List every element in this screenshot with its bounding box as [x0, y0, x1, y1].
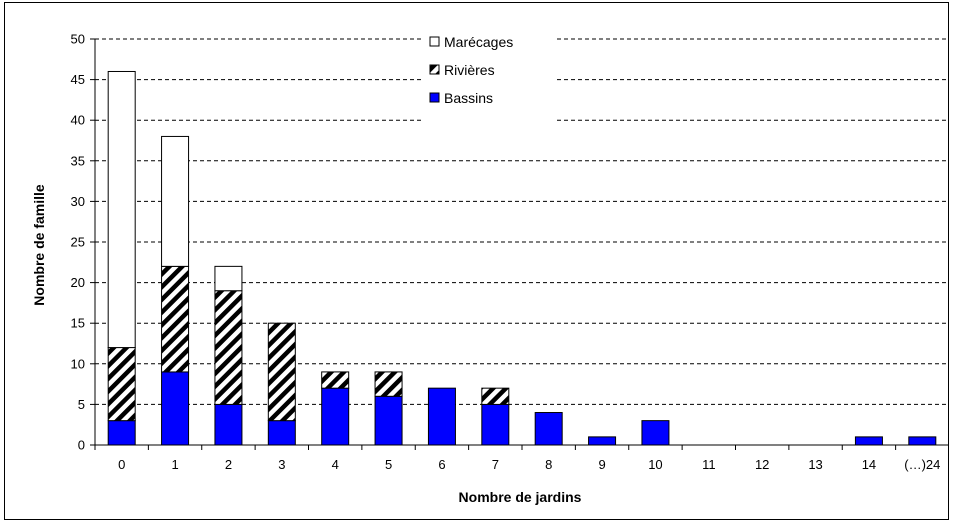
y-tick-label: 50 [71, 32, 85, 47]
bar-segment-marecages [214, 265, 243, 292]
bar-segment-bassins [908, 436, 937, 446]
y-tick-label: 5 [78, 397, 85, 412]
bar-segment-rivieres [267, 322, 296, 422]
bar-segment-bassins [214, 403, 243, 446]
y-tick-label: 10 [71, 356, 85, 371]
x-tick-label: 0 [118, 457, 125, 472]
bar-segment-bassins [107, 420, 136, 446]
x-tick-label: 6 [438, 457, 445, 472]
legend-label: Marécages [444, 34, 513, 50]
bar-segment-rivieres [161, 265, 190, 373]
bar-segment-bassins [588, 436, 617, 446]
bar-segment-bassins [427, 387, 456, 446]
bar-segment-bassins [854, 436, 883, 446]
x-axis-title: Nombre de jardins [459, 489, 582, 505]
x-tick-label: 13 [808, 457, 822, 472]
bar-segment-bassins [481, 403, 510, 446]
bar-segment-marecages [107, 70, 136, 349]
y-tick-label: 0 [78, 438, 85, 453]
y-tick-label: 40 [71, 113, 85, 128]
x-tick-label: 14 [862, 457, 876, 472]
legend-swatch [429, 36, 440, 47]
x-tick-label: 9 [598, 457, 605, 472]
x-tick-label: 8 [545, 457, 552, 472]
legend: Marécages Rivières Bassins [424, 31, 554, 121]
bar-segment-marecages [161, 135, 190, 267]
legend-label: Bassins [444, 90, 493, 106]
x-tick-label: 11 [702, 457, 716, 472]
x-tick-label: 5 [385, 457, 392, 472]
y-tick-label: 15 [71, 316, 85, 331]
bar-segment-bassins [641, 420, 670, 446]
x-tick-label: 4 [332, 457, 339, 472]
y-tick-label: 45 [71, 72, 85, 87]
bar-segment-bassins [374, 395, 403, 446]
y-tick-label: 35 [71, 153, 85, 168]
legend-label: Rivières [444, 62, 495, 78]
legend-background [424, 31, 554, 121]
x-tick-label: 7 [492, 457, 499, 472]
bar-segment-bassins [321, 387, 350, 446]
x-tick-label: 3 [278, 457, 285, 472]
axes [90, 38, 949, 450]
x-tick-label: 12 [755, 457, 769, 472]
bar-segment-rivieres [321, 371, 350, 389]
bar-segment-rivieres [481, 387, 510, 405]
y-tick-label: 25 [71, 235, 85, 250]
x-tick-label: (…)24 [904, 457, 940, 472]
y-tick-label: 30 [71, 194, 85, 209]
bar-segment-rivieres [214, 290, 243, 405]
bar-segment-rivieres [107, 347, 136, 422]
x-tick-label: 2 [225, 457, 232, 472]
bar-segment-bassins [534, 412, 563, 446]
bar-segment-bassins [267, 420, 296, 446]
y-tick-label: 20 [71, 275, 85, 290]
legend-swatch [429, 64, 440, 75]
x-tick-label: 10 [648, 457, 662, 472]
x-tick-label: 1 [171, 457, 178, 472]
bar-segment-bassins [161, 371, 190, 446]
legend-swatch [429, 92, 440, 103]
bars [107, 70, 937, 446]
bar-segment-rivieres [374, 371, 403, 397]
y-axis-title: Nombre de famille [31, 184, 47, 306]
